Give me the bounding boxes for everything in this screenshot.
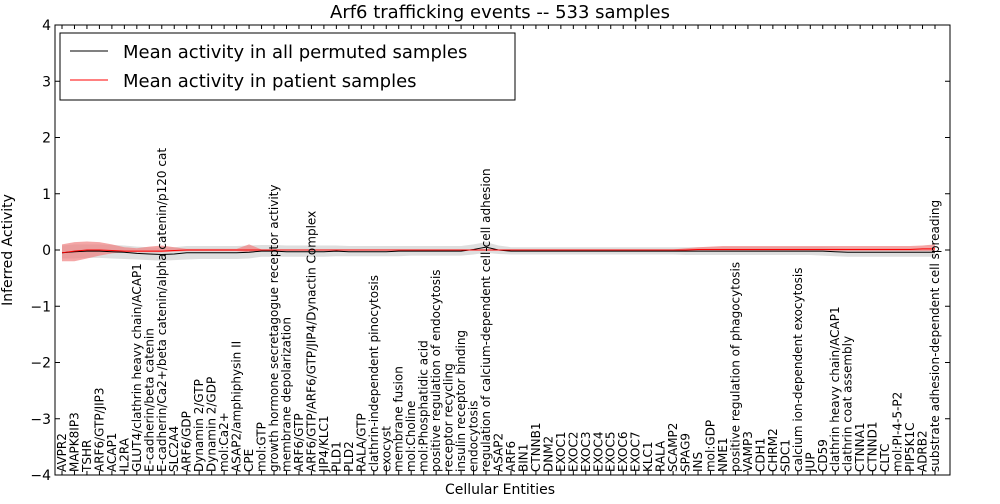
x-tick-label: PLD2 <box>342 441 356 472</box>
x-tick-label: EXOC2 <box>566 432 580 473</box>
legend-box <box>59 32 516 101</box>
x-tick-label: SLC2A4 <box>167 426 181 472</box>
x-tick-label: clathrin coat assembly <box>841 336 855 472</box>
x-tick-label: ASAP2/amphiphysin II <box>230 341 244 472</box>
x-tick-label: ARF6 <box>504 441 518 472</box>
x-tick-label: PLD1 <box>329 441 343 472</box>
x-tick-label: TSHR <box>80 440 94 473</box>
x-tick-label: mol:Choline <box>404 401 418 472</box>
x-tick-label: IL2RA <box>117 437 131 472</box>
x-tick-label: mol:GDP <box>704 420 718 472</box>
x-tick-label: KLC1 <box>641 441 655 472</box>
x-tick-label: RALA/GTP <box>354 413 368 472</box>
legend-entry-1: Mean activity in patient samples <box>123 71 417 92</box>
x-tick-label: insulin receptor binding <box>454 330 468 472</box>
x-tick-label: regulation of calcium-dependent cell-cel… <box>479 168 493 472</box>
y-tick-label: −3 <box>30 412 51 428</box>
x-tick-label: mol:GTP <box>255 422 269 472</box>
x-tick-label: INS <box>691 452 705 472</box>
chart-title: Arf6 trafficking events -- 533 samples <box>330 2 670 23</box>
x-tick-label: CDH1 <box>753 438 767 472</box>
y-axis-label: Inferred Activity <box>0 194 16 306</box>
x-tick-label: ADRB2 <box>916 430 930 472</box>
y-tick-label: 3 <box>42 74 51 90</box>
y-tick-label: −4 <box>30 468 51 484</box>
x-tick-label: mol:PI-4-5-P2 <box>891 392 905 472</box>
x-tick-label: endocytosis <box>467 400 481 472</box>
x-tick-label: BIN1 <box>516 444 530 472</box>
x-tick-label: EXOC4 <box>591 432 605 473</box>
x-tick-label: CTNNB1 <box>529 422 543 472</box>
x-tick-label: ARF6/GTP <box>292 413 306 472</box>
x-tick-label: positive regulation of endocytosis <box>429 269 443 472</box>
x-tick-label: Dynamin 2/GDP <box>205 377 219 472</box>
x-tick-label: mol:Phosphatidic acid <box>417 340 431 472</box>
legend: Mean activity in all permuted samples Mea… <box>59 32 516 101</box>
x-tick-label: SCAMP2 <box>666 423 680 472</box>
x-tick-label: AVPR2 <box>55 433 69 472</box>
x-tick-label: CLTC <box>878 444 892 472</box>
x-tick-label: substrate adhesion-dependent cell spread… <box>928 200 942 472</box>
y-tick-label: −1 <box>30 299 51 315</box>
series-band-0 <box>62 242 935 261</box>
x-tick-label: RALA <box>654 440 668 472</box>
x-tick-label: E-cadherin/Ca2+/beta catenin/alpha caten… <box>155 148 169 472</box>
x-tick-label: DNM2 <box>541 436 555 472</box>
legend-entry-0: Mean activity in all permuted samples <box>123 42 467 63</box>
x-tick-label: JUP <box>803 452 817 473</box>
x-tick-label: EXOC1 <box>554 432 568 473</box>
x-tick-label: positive regulation of phagocytosis <box>728 262 742 472</box>
x-tick-label: Dynamin 2/GTP <box>192 379 206 472</box>
x-tick-label: EXOC5 <box>604 432 618 473</box>
series-band-1 <box>62 241 935 262</box>
x-tick-label: SPAG9 <box>679 433 693 472</box>
x-tick-label: clathrin-independent pinocytosis <box>367 275 381 472</box>
x-tick-label: CHRM2 <box>766 428 780 472</box>
x-tick-label: mol:Ca2+ <box>217 412 231 472</box>
x-tick-label: NME1 <box>716 437 730 472</box>
y-tick-label: 1 <box>42 187 51 203</box>
plot-area: −4 −3 −2 −1 0 1 2 3 4 AVPR2MAPK8IP3TSHRARF6/GTP/J… <box>30 18 951 484</box>
x-tick-label: JIP4/KLC1 <box>317 415 331 473</box>
x-tick-label: membrane depolarization <box>279 317 293 472</box>
x-axis-label: Cellular Entities <box>445 482 555 498</box>
y-tick-label: −2 <box>30 356 51 372</box>
y-tick-label: 4 <box>42 18 51 34</box>
x-tick-label: EXOC6 <box>616 432 630 473</box>
x-tick-label: ASAP2 <box>492 433 506 472</box>
x-tick-label: EXOC7 <box>629 432 643 473</box>
x-tick-label: growth hormone secretagogue receptor act… <box>267 185 281 472</box>
x-tick-label: ARF6/GTP/ARF6/GTP/JIP4/Dynactin Complex <box>304 211 318 472</box>
x-tick-label: calcium ion-dependent exocytosis <box>791 268 805 473</box>
series-line-1 <box>61 248 935 254</box>
x-tick-label: CTNNA1 <box>853 422 867 472</box>
x-tick-label: MAPK8IP3 <box>67 412 81 472</box>
x-tick-label: ACAP1 <box>105 433 119 472</box>
x-tick-label: receptor recycling <box>442 363 456 472</box>
x-tick-label: ARF6/GDP <box>180 411 194 472</box>
y-tick-label: 2 <box>42 131 51 147</box>
x-tick-label: EXOC3 <box>579 432 593 473</box>
x-tick-label: clathrin heavy chain/ACAP1 <box>828 306 842 472</box>
x-tick-label: CD59 <box>816 439 830 472</box>
y-tick-label: 0 <box>42 243 51 259</box>
x-tick-label: ARF6/GTP/JIP3 <box>92 387 106 472</box>
x-tick-label: CTNND1 <box>866 421 880 472</box>
x-tick-label: VAMP3 <box>741 431 755 472</box>
x-tick-label: E-cadherin/beta catenin <box>142 328 156 472</box>
x-tick-label: membrane fusion <box>392 366 406 472</box>
x-tick-label: SDC1 <box>778 439 792 472</box>
x-tick-label: GLUT4/clathrin heavy chain/ACAP1 <box>130 263 144 472</box>
x-tick-label: exocyst <box>379 426 393 472</box>
x-tick-label: PIP5K1C <box>903 422 917 472</box>
x-tick-label: CPE <box>242 449 256 472</box>
